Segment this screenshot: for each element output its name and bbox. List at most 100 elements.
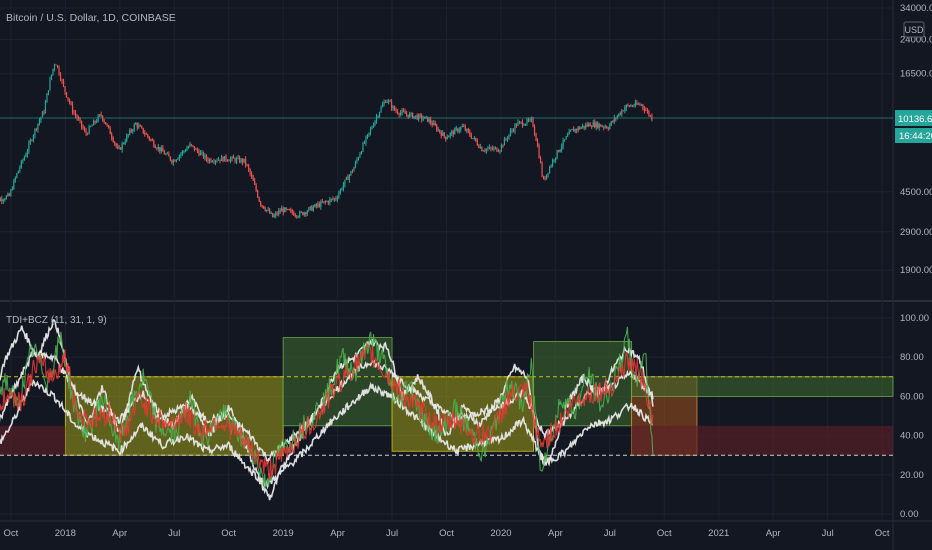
candle-body [529,119,531,121]
candle-body [433,122,435,126]
candle-body [205,155,208,160]
candle-body [156,148,158,149]
candle-body [2,200,4,201]
candle-body [527,119,530,121]
candle-body [201,152,203,154]
candle-body [425,116,427,118]
candle-body [306,211,308,214]
candle-body [580,127,582,129]
candle-body [458,129,460,132]
candle-body [619,113,621,115]
candle-body [484,150,486,152]
candle-body [553,160,555,161]
candle-body [440,132,442,136]
candle-body [235,158,238,162]
candle-body [138,125,140,128]
price-axis: 34000.00 24000.00 16500.00 4500.00 2900.00 19… [900,3,932,276]
candle-body [497,151,500,153]
candle-body [88,126,90,134]
candle-body [514,124,516,132]
candle-body [363,142,366,144]
candle-body [186,148,188,151]
oscillator-axis: 100.00 80.00 60.00 40.00 20.00 0.00 [900,313,929,520]
candle-body [576,129,578,131]
candle-body [264,208,266,211]
candle-body [309,206,311,208]
osc-tick-label: 60.00 [900,391,924,402]
candle-body [646,110,648,112]
candle-body [511,130,513,132]
candle-body [442,132,444,136]
last-price-tag: 10136.64 [895,110,932,127]
candle-body [238,157,241,163]
candle-body [254,180,256,185]
candle-body [618,113,620,116]
candle-body [58,67,60,75]
price-tick-label: 1900.00 [900,265,932,276]
candle-body [123,143,125,145]
candle-body [168,153,170,157]
candle-body [260,201,262,206]
candle-body [505,138,507,140]
candle-body [487,148,489,150]
candle-body [159,147,161,152]
candle-body [11,189,13,190]
candle-body [648,110,650,116]
candle-body [389,100,391,102]
candle-body [94,120,96,123]
candle-body [607,128,609,129]
candle-body [68,99,71,103]
candle-body [350,171,352,176]
candle-body [634,102,636,106]
candle-body [627,104,629,106]
candle-body [263,205,265,209]
candle-body [437,129,439,131]
candle-body [106,124,108,126]
candle-body [610,121,612,125]
candle-body [524,123,527,126]
time-tick-label: Jul [168,528,180,539]
candle-body [457,128,459,132]
candle-body [40,117,42,121]
candle-body [144,133,146,135]
symbol-title: Bitcoin / U.S. Dollar, 1D, COINBASE [6,12,176,24]
candle-body [255,184,257,191]
candle-body [29,140,32,144]
currency-badge[interactable]: USD [903,21,925,38]
candle-body [213,161,215,163]
price-tick-label: 16500.00 [900,69,932,80]
candle-body [281,208,283,212]
candle-body [412,113,414,119]
price-tick-label: 24000.00 [900,35,932,46]
candle-body [404,111,406,114]
candle-body [624,107,626,112]
candle-body [62,80,65,87]
candle-body [70,102,72,105]
candle-body [160,147,162,152]
candle-body [136,123,138,128]
candle-body [372,125,375,128]
currency-badge-label: USD [904,25,924,35]
candle-body [356,159,358,163]
candle-body [287,209,289,210]
candle-body [434,122,436,126]
candle-body [359,153,361,158]
candle-body [251,173,253,177]
candle-body [449,133,451,137]
candle-body [38,120,41,124]
countdown-tag-bg [895,128,932,144]
candle-body [562,140,564,147]
candle-body [226,160,229,161]
time-tick-label: Oct [3,528,18,539]
candle-body [482,150,484,152]
candle-body [558,150,560,152]
candle-body [353,167,355,172]
candle-body [431,123,433,126]
candle-body [294,215,296,217]
indicator-title: TDI+BCZ (11, 31, 1, 9) [6,315,107,326]
candle-body [80,120,83,127]
candle-body [103,120,105,123]
candle-body [555,157,557,161]
candle-body [126,135,128,142]
